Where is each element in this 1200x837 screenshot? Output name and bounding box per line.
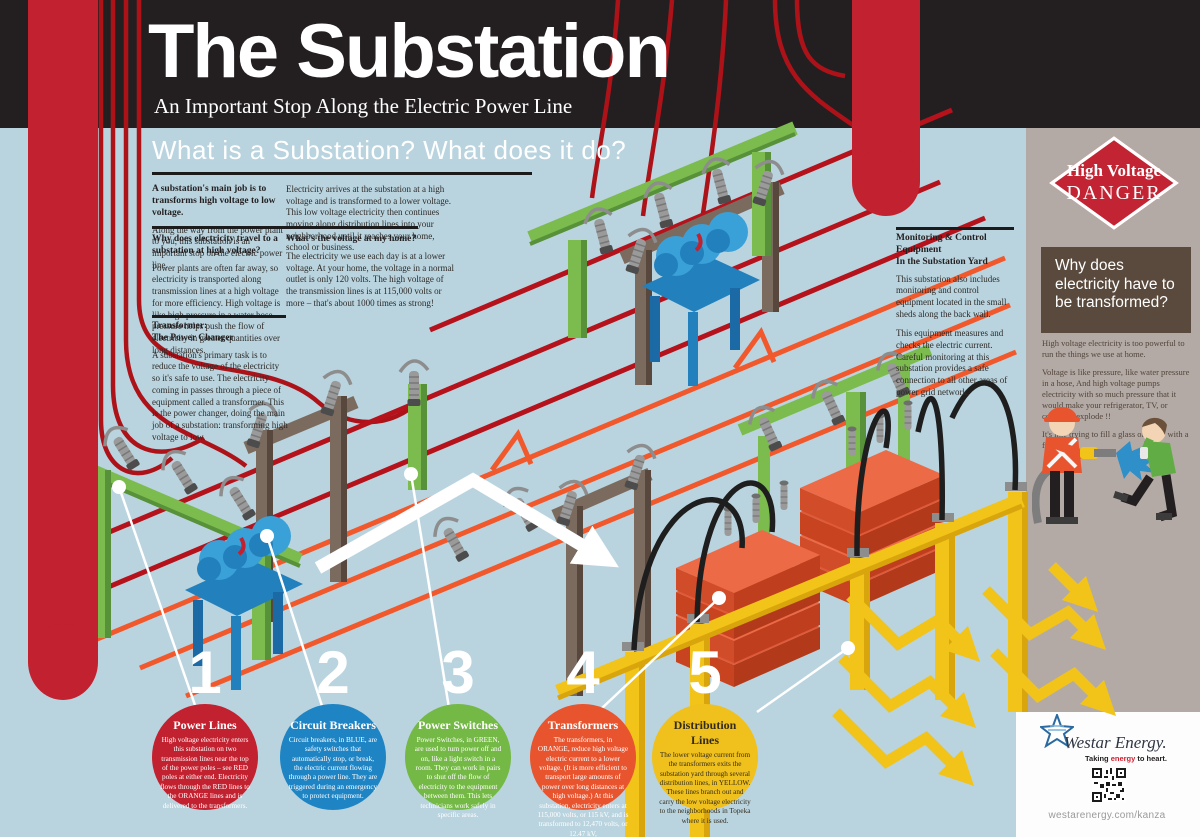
danger-line1: High Voltage (1067, 161, 1161, 180)
danger-line2: DANGER (1066, 182, 1162, 204)
callout-body: High voltage electricity enters this sub… (160, 736, 250, 810)
callout-circle-circuit-breakers: Circuit Breakers Circuit breakers, in BL… (280, 704, 386, 810)
callout-body: Power Switches, in GREEN, are used to tu… (414, 736, 502, 819)
callout-circle-distribution-lines: Distribution Lines The lower voltage cur… (652, 704, 758, 825)
callout-number-3: 3 (441, 639, 475, 706)
arrives-body: Electricity arrives at the substation at… (286, 184, 451, 253)
callout-number-2: 2 (316, 639, 350, 706)
monitoring-block: Monitoring & Control Equipment In the Su… (896, 233, 1018, 407)
callout-dots (112, 467, 855, 655)
callout-number-1: 1 (188, 639, 222, 706)
main-job-block: A substation's main job is to transforms… (152, 184, 284, 279)
sidebar-p1: High voltage electricity is too powerful… (1042, 338, 1185, 360)
section-heading: What is a Substation? What does it do? (152, 135, 627, 165)
monitoring-body-1: This substation also includes monitoring… (896, 273, 1007, 319)
callout-body: Circuit breakers, in BLUE, are safety sw… (288, 736, 378, 801)
poster-subtitle: An Important Stop Along the Electric Pow… (154, 94, 573, 118)
monitoring-divider (896, 227, 1014, 230)
callout-title: Power Lines (173, 718, 237, 732)
callout-title: Power Switches (417, 718, 499, 732)
travel-block: Why does electricity travel to a substat… (152, 234, 286, 364)
tagline-pre: Taking (1085, 754, 1111, 763)
arrives-block: Electricity arrives at the substation at… (286, 184, 452, 262)
why-transformed-box: Why does electricity have to be transfor… (1041, 247, 1191, 333)
monitoring-heading-line2: In the Substation Yard (896, 256, 988, 267)
callout-title: Transformers (547, 718, 619, 732)
callout-body: The lower voltage current from the trans… (659, 751, 751, 825)
transformer-block: Transformer: The Power Changer A substat… (152, 321, 288, 451)
brand-name: Westar Energy. (1064, 733, 1167, 752)
black-cables (631, 380, 1019, 651)
tagline-post: to heart. (1135, 754, 1167, 763)
heading-underline (152, 172, 532, 175)
flow-arrow (314, 472, 619, 574)
travel-body: Power plants are often far away, so elec… (152, 262, 281, 355)
sidebar-p2: Voltage is like pressure, like water pre… (1042, 367, 1190, 422)
callout-title: Distribution Lines (673, 718, 737, 747)
tagline-energy: energy (1110, 754, 1136, 763)
high-voltage-danger-sign: High Voltage DANGER (1038, 136, 1190, 230)
transformer-body: A substation's primary task is to reduce… (152, 349, 288, 442)
sidebar-paragraphs: High voltage electricity is too powerful… (1042, 338, 1192, 458)
divider-1 (152, 226, 418, 229)
callout-circle-power-lines: Power Lines High voltage electricity ent… (152, 704, 258, 810)
main-job-heading: A substation's main job is to transforms… (152, 184, 276, 218)
transformer-heading-line2: The Power Changer (152, 332, 234, 343)
footer-url: westarenergy.com/kanza (1048, 810, 1166, 821)
callout-body: The transformers, in ORANGE, reduce high… (537, 736, 629, 837)
travel-heading: Why does electricity travel to a substat… (152, 234, 278, 256)
brand-tagline: Taking energy to heart. (1056, 754, 1196, 763)
callout-title: Circuit Breakers (290, 718, 376, 732)
home-voltage-body: The electricity we use each day is at a … (286, 250, 454, 308)
home-voltage-block: What's the voltage at my home? The elect… (286, 234, 454, 317)
circuit-breaker-2 (642, 212, 760, 386)
divider-2 (152, 315, 286, 318)
sidebar-p3: It's like trying to fill a glass of wate… (1042, 429, 1189, 451)
callout-circle-power-switches: Power Switches Power Switches, in GREEN,… (405, 704, 511, 819)
monitoring-heading-line1: Monitoring & Control Equipment (896, 233, 987, 255)
callout-number-5: 5 (688, 639, 722, 706)
transformer-bank-back (800, 399, 944, 607)
main-job-body: Along the way from the power plant to yo… (152, 224, 283, 270)
callout-number-4: 4 (566, 639, 600, 706)
callout-circle-transformers: Transformers The transformers, in ORANGE… (530, 704, 636, 837)
transformer-heading-line1: Transformer: (152, 321, 208, 331)
monitoring-body-2: This equipment measures and checks the e… (896, 328, 1008, 397)
home-voltage-heading: What's the voltage at my home? (286, 234, 417, 244)
poster-title: The Substation (148, 9, 671, 94)
